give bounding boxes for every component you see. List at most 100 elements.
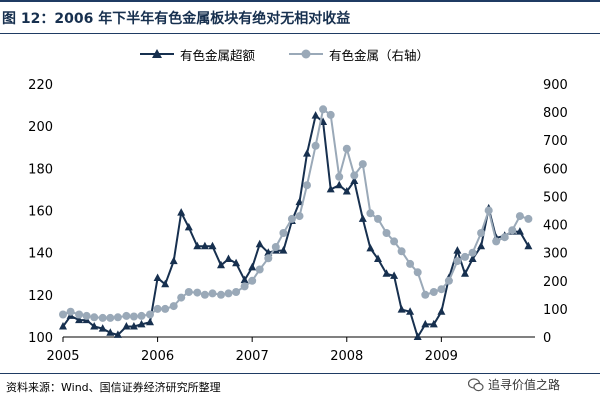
data-point-excess	[255, 239, 264, 248]
right-tick-label: 800	[543, 106, 568, 121]
data-point-excess	[326, 184, 335, 193]
data-point-excess	[90, 322, 99, 330]
data-point-excess	[350, 176, 359, 184]
legend-label-excess: 有色金属超额	[180, 47, 256, 63]
data-point-metal	[66, 307, 75, 316]
data-point-excess	[358, 214, 367, 222]
data-point-excess	[295, 197, 304, 206]
data-point-metal	[137, 311, 146, 320]
data-point-excess	[390, 271, 399, 279]
data-point-metal	[106, 313, 115, 322]
data-point-metal	[429, 288, 438, 296]
data-point-excess	[106, 328, 115, 336]
right-tick-label: 500	[543, 190, 568, 205]
data-point-excess	[342, 187, 351, 195]
data-point-excess	[461, 269, 469, 277]
data-point-metal	[200, 290, 209, 299]
data-point-metal	[358, 160, 367, 169]
data-point-excess	[224, 254, 233, 262]
data-point-excess	[193, 241, 202, 250]
data-point-excess	[153, 273, 162, 281]
source-note: 资料来源：Wind、国信证券经济研究所整理	[6, 381, 221, 394]
data-point-metal	[437, 285, 446, 294]
data-point-metal	[161, 304, 170, 313]
data-point-excess	[429, 319, 438, 328]
wechat-icon	[468, 377, 484, 391]
data-point-metal	[169, 302, 178, 311]
data-point-metal	[255, 265, 264, 274]
left-tick-label: 160	[28, 205, 53, 220]
data-point-excess	[406, 307, 415, 315]
data-point-metal	[500, 233, 509, 242]
data-point-metal	[406, 259, 415, 268]
right-tick-label: 0	[543, 331, 551, 346]
data-point-excess	[113, 330, 122, 338]
data-point-excess	[303, 149, 311, 157]
data-point-excess	[421, 319, 430, 328]
data-point-metal	[146, 310, 154, 319]
data-point-excess	[248, 262, 257, 271]
data-point-metal	[508, 226, 517, 235]
data-point-excess	[122, 322, 131, 330]
data-point-metal	[184, 288, 193, 296]
data-point-metal	[382, 229, 391, 237]
data-point-excess	[279, 246, 288, 254]
data-point-metal	[59, 310, 67, 319]
data-point-excess	[208, 241, 217, 250]
data-point-excess	[129, 322, 138, 330]
data-point-metal	[453, 257, 462, 266]
title-rule	[0, 33, 600, 34]
data-point-excess	[200, 241, 209, 250]
data-point-excess	[468, 254, 477, 262]
data-point-excess	[59, 322, 67, 330]
legend-item-excess: 有色金属超额	[140, 45, 255, 64]
data-point-metal	[217, 290, 225, 299]
data-point-excess	[184, 222, 193, 231]
data-point-excess	[98, 324, 107, 332]
right-tick-label: 900	[543, 78, 568, 93]
data-point-metal	[122, 311, 131, 320]
data-point-metal	[390, 237, 399, 246]
data-point-metal	[287, 214, 296, 223]
data-point-excess	[169, 256, 178, 265]
legend-item-metal: 有色金属（右轴）	[289, 45, 429, 64]
data-point-metal	[342, 144, 351, 153]
data-point-excess	[413, 332, 422, 340]
legend-swatch-excess-icon	[140, 49, 174, 58]
data-point-metal	[524, 214, 533, 223]
data-point-metal	[335, 172, 344, 181]
data-point-metal	[295, 212, 304, 221]
left-tick-label: 220	[28, 78, 53, 93]
data-point-excess	[366, 243, 375, 252]
legend: 有色金属超额 有色金属（右轴）	[140, 44, 463, 64]
data-point-metal	[468, 248, 477, 257]
left-tick-label: 140	[28, 247, 53, 262]
data-point-metal	[311, 141, 320, 150]
right-tick-label: 600	[543, 162, 568, 177]
data-point-metal	[515, 212, 524, 221]
data-point-metal	[444, 276, 453, 285]
data-point-metal	[98, 313, 107, 322]
data-point-metal	[224, 289, 233, 298]
legend-label-metal: 有色金属（右轴）	[329, 47, 430, 63]
data-point-metal	[153, 304, 162, 313]
data-point-metal	[248, 276, 257, 285]
data-point-metal	[264, 254, 273, 263]
data-point-excess	[374, 254, 382, 262]
watermark-text: 追寻价值之路	[488, 378, 561, 392]
data-point-excess	[453, 246, 462, 254]
data-point-excess	[177, 208, 186, 216]
chart-title: 图 12：2006 年下半年有色金属板块有绝对无相对收益	[2, 11, 351, 27]
data-point-metal	[279, 229, 288, 237]
data-point-metal	[113, 313, 122, 322]
data-point-excess	[397, 305, 406, 313]
data-point-metal	[232, 288, 241, 296]
left-tick-label: 180	[28, 162, 53, 177]
data-point-metal	[492, 237, 501, 246]
data-point-metal	[193, 288, 202, 297]
x-tick-label: 2009	[425, 349, 458, 364]
data-point-metal	[90, 313, 99, 322]
data-point-metal	[82, 311, 91, 320]
left-tick-label: 120	[28, 289, 53, 304]
left-tick-label: 200	[28, 120, 53, 135]
